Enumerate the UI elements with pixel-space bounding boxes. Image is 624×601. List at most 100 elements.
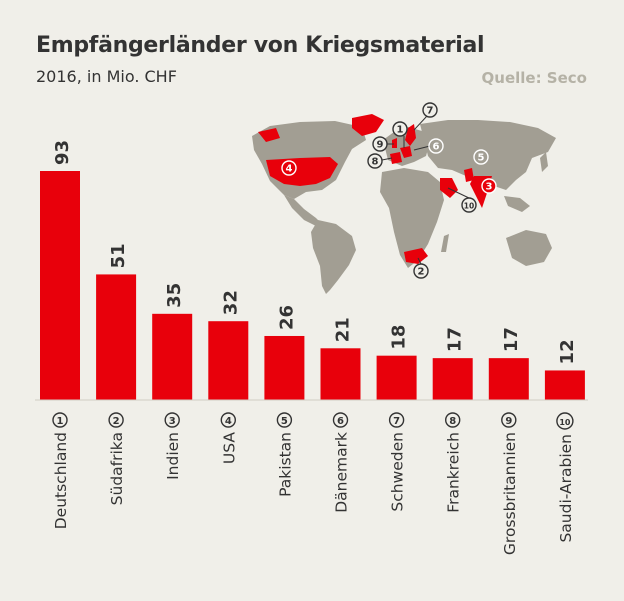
map-leader-2 (417, 257, 422, 265)
map-leader-10 (447, 187, 470, 199)
map-leader-8 (381, 157, 393, 161)
rank-circle (332, 412, 349, 428)
map-marker-number: 2 (418, 267, 425, 278)
category-name: Südafrika (108, 432, 126, 505)
map-france (390, 152, 402, 164)
rank-circle (388, 412, 405, 428)
map-southeast-asia (504, 196, 530, 212)
rank-circle (445, 412, 461, 428)
rank-number: 10 (559, 418, 571, 427)
category-label-10: 10 Saudi-Arabien (556, 412, 575, 543)
category-label-9: 9 Grossbritannien (501, 412, 519, 555)
data-label-2: 51 (108, 243, 129, 268)
chart-subtitle: 2016, in Mio. CHF (36, 67, 177, 86)
data-label-6: 21 (333, 317, 354, 342)
category-label-4: 4 USA (220, 412, 238, 464)
rank-number: 7 (393, 416, 400, 427)
bars: 931Deutschland512Südafrika353Indien324US… (40, 140, 585, 555)
map-japan (540, 152, 548, 172)
source-note: Quelle: Seco (481, 69, 587, 87)
rank-number: 5 (281, 416, 288, 427)
map-marker-1: 1 (392, 121, 408, 137)
world-map: 1 2 3 4 5 6 7 8 9 10 (252, 102, 556, 294)
rank-number: 6 (337, 416, 344, 427)
category-name: Frankreich (445, 432, 463, 513)
map-australia (506, 230, 552, 266)
rank-number: 9 (505, 416, 512, 427)
map-marker-number: 9 (377, 140, 384, 151)
category-label-6: 6 Dänemark (332, 412, 351, 513)
bar-7 (376, 355, 417, 400)
map-marker-circle (473, 149, 489, 165)
bar-10 (544, 370, 585, 400)
map-marker-number: 1 (397, 125, 404, 136)
map-uk (392, 138, 397, 148)
data-label-1: 93 (52, 140, 73, 165)
map-pakistan (464, 168, 474, 182)
data-label-3: 35 (164, 283, 185, 308)
map-marker-circle (422, 102, 438, 118)
map-marker-2: 2 (413, 263, 429, 279)
map-leader-7 (413, 115, 428, 131)
map-marker-4: 4 (281, 160, 297, 176)
map-south-africa (404, 248, 428, 264)
map-marker-5: 5 (473, 149, 489, 165)
category-label-8: 8 Frankreich (445, 412, 463, 513)
map-marker-number: 6 (433, 142, 440, 153)
bar-5 (264, 335, 305, 400)
map-denmark-sweden (405, 124, 416, 146)
map-marker-9: 9 (372, 136, 388, 152)
map-marker-circle (481, 178, 497, 194)
rank-circle (164, 412, 180, 428)
map-marker-number: 7 (427, 106, 434, 117)
map-marker-circle (281, 160, 297, 176)
map-africa (380, 168, 444, 268)
map-marker-number: 5 (478, 153, 485, 164)
map-central-america (284, 195, 322, 226)
map-madagascar (441, 234, 449, 252)
bar-8 (432, 358, 473, 400)
category-label-5: 5 Pakistan (276, 412, 294, 497)
rank-number: 8 (449, 416, 456, 427)
map-marker-circle (461, 197, 477, 213)
rank-circle (108, 412, 124, 428)
map-marker-circle (392, 121, 408, 137)
category-label-1: 1 Deutschland (52, 412, 70, 529)
map-marker-10: 10 (461, 197, 477, 213)
category-name: Indien (164, 432, 182, 480)
rank-circle (556, 412, 574, 430)
map-marker-3: 3 (481, 178, 497, 194)
bar-3 (152, 313, 193, 400)
map-canada-north (258, 128, 280, 142)
map-marker-8: 8 (367, 153, 383, 169)
map-greenland (352, 114, 384, 136)
rank-circle (276, 412, 293, 428)
map-marker-number: 10 (464, 202, 474, 211)
map-marker-circle (367, 153, 383, 169)
map-marker-number: 3 (486, 182, 493, 193)
data-label-10: 12 (557, 339, 578, 364)
data-label-7: 18 (389, 325, 410, 350)
category-name: Schweden (389, 432, 407, 512)
rank-number: 2 (113, 416, 120, 427)
map-marker-circle (428, 138, 444, 154)
data-label-8: 17 (445, 327, 466, 352)
category-name: Pakistan (276, 432, 294, 497)
map-marker-circle (413, 263, 429, 279)
map-leader-6 (413, 145, 431, 151)
category-label-3: 3 Indien (164, 412, 182, 480)
bar-9 (488, 358, 529, 400)
bar-6 (320, 348, 361, 400)
category-name: USA (220, 432, 238, 464)
map-marker-7: 7 (422, 102, 438, 118)
chart-title: Empfängerländer von Kriegsmaterial (36, 33, 485, 58)
data-label-5: 26 (276, 305, 297, 330)
category-label-2: 2 Südafrika (108, 412, 126, 505)
rank-number: 3 (169, 416, 176, 427)
rank-number: 1 (57, 416, 64, 427)
rank-number: 4 (225, 416, 232, 427)
map-marker-number: 4 (286, 164, 293, 175)
map-germany (400, 146, 412, 158)
rank-circle (52, 412, 68, 428)
